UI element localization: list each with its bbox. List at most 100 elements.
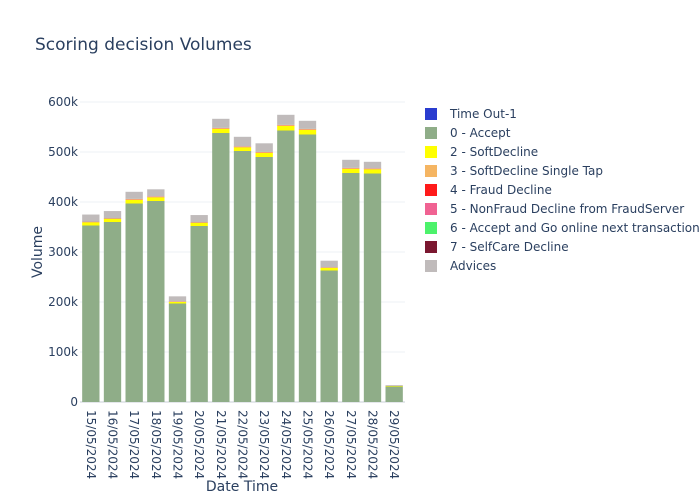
x-tick-label: 26/05/2024 bbox=[322, 410, 336, 479]
legend-label: 5 - NonFraud Decline from FraudServer bbox=[450, 202, 684, 216]
bar-segment[interactable] bbox=[168, 303, 187, 403]
bar-segment[interactable] bbox=[363, 173, 382, 403]
bar-segment[interactable] bbox=[342, 159, 360, 168]
legend-swatch bbox=[425, 203, 437, 215]
bar-segment[interactable] bbox=[212, 118, 230, 128]
bar-segment[interactable] bbox=[298, 134, 317, 403]
bar-segment[interactable] bbox=[363, 169, 382, 174]
bar-segment[interactable] bbox=[298, 130, 317, 135]
bar-segment[interactable] bbox=[103, 219, 122, 222]
legend-label: 6 - Accept and Go online next transactio… bbox=[450, 221, 700, 235]
bar-segment[interactable] bbox=[298, 120, 317, 129]
bar-segment[interactable] bbox=[233, 147, 252, 152]
bar-segment[interactable] bbox=[342, 169, 360, 173]
x-tick-label: 16/05/2024 bbox=[106, 410, 120, 479]
legend-item[interactable]: 0 - Accept bbox=[425, 126, 511, 140]
legend-label: 7 - SelfCare Decline bbox=[450, 240, 569, 254]
x-tick-label: 15/05/2024 bbox=[84, 410, 98, 479]
bar-segment[interactable] bbox=[168, 302, 187, 304]
y-tick-label: 300k bbox=[48, 245, 78, 259]
x-tick-label: 25/05/2024 bbox=[301, 410, 315, 479]
legend-swatch bbox=[425, 241, 437, 253]
x-tick-label: 27/05/2024 bbox=[344, 410, 358, 479]
bar-segment[interactable] bbox=[147, 197, 165, 202]
bar-segment[interactable] bbox=[125, 200, 143, 204]
legend-label: Advices bbox=[450, 259, 496, 273]
bar-segment[interactable] bbox=[255, 153, 273, 157]
bar-segment[interactable] bbox=[255, 152, 273, 153]
bar-segment[interactable] bbox=[385, 386, 403, 403]
bar-segment[interactable] bbox=[298, 129, 317, 130]
bar-stacks bbox=[82, 114, 403, 403]
y-tick-label: 600k bbox=[48, 95, 78, 109]
bar-segment[interactable] bbox=[233, 136, 252, 147]
bar-segment[interactable] bbox=[233, 146, 252, 148]
legend-swatch bbox=[425, 108, 437, 120]
legend-item[interactable]: Advices bbox=[425, 259, 496, 273]
bar-segment[interactable] bbox=[190, 222, 208, 224]
bar-segment[interactable] bbox=[125, 191, 143, 199]
bar-segment[interactable] bbox=[125, 203, 143, 403]
bar-segment[interactable] bbox=[212, 128, 230, 129]
bar-segment[interactable] bbox=[103, 222, 122, 402]
x-tick-label: 28/05/2024 bbox=[366, 410, 380, 479]
legend-label: Time Out-1 bbox=[449, 107, 517, 121]
bar-segment[interactable] bbox=[147, 201, 165, 402]
legend[interactable]: Time Out-1 0 - Accept 2 - SoftDecline 3 - S… bbox=[425, 107, 700, 273]
bar-segment[interactable] bbox=[320, 267, 338, 269]
x-tick-label: 24/05/2024 bbox=[279, 410, 293, 479]
bar-segment[interactable] bbox=[342, 173, 360, 402]
legend-swatch bbox=[425, 127, 437, 139]
bar-segment[interactable] bbox=[82, 225, 100, 403]
bar-segment[interactable] bbox=[320, 268, 338, 271]
bar-segment[interactable] bbox=[82, 222, 100, 226]
bar-segment[interactable] bbox=[125, 199, 143, 200]
bar-segment[interactable] bbox=[277, 130, 295, 403]
x-tick-label: 29/05/2024 bbox=[387, 410, 401, 479]
legend-swatch bbox=[425, 260, 437, 272]
bar-segment[interactable] bbox=[277, 126, 295, 131]
legend-swatch bbox=[425, 146, 437, 158]
bar-segment[interactable] bbox=[255, 157, 273, 402]
x-tick-label: 17/05/2024 bbox=[127, 410, 141, 479]
bar-segment[interactable] bbox=[147, 189, 165, 197]
y-tick-label: 500k bbox=[48, 145, 78, 159]
legend-item[interactable]: Time Out-1 bbox=[425, 107, 517, 121]
bar-segment[interactable] bbox=[342, 168, 360, 169]
bar-segment[interactable] bbox=[190, 215, 208, 223]
bar-segment[interactable] bbox=[212, 133, 230, 402]
bar-segment[interactable] bbox=[212, 129, 230, 133]
x-tick-label: 20/05/2024 bbox=[192, 410, 206, 479]
y-axis-ticks: 0 100k 200k 300k 400k 500k 600k bbox=[48, 95, 78, 409]
bar-segment[interactable] bbox=[168, 296, 187, 302]
bar-segment[interactable] bbox=[190, 223, 208, 226]
bar-segment[interactable] bbox=[320, 260, 338, 268]
y-tick-label: 400k bbox=[48, 195, 78, 209]
bar-segment[interactable] bbox=[255, 143, 273, 152]
bar-segment[interactable] bbox=[103, 218, 122, 220]
bar-segment[interactable] bbox=[277, 114, 295, 125]
bar-segment[interactable] bbox=[190, 226, 208, 402]
chart-title: Scoring decision Volumes bbox=[35, 35, 252, 55]
legend-item[interactable]: 2 - SoftDecline bbox=[425, 145, 538, 159]
bar-segment[interactable] bbox=[233, 151, 252, 402]
bar-segment[interactable] bbox=[103, 211, 122, 219]
legend-label: 3 - SoftDecline Single Tap bbox=[450, 164, 603, 178]
bar-segment[interactable] bbox=[82, 214, 100, 222]
legend-label: 4 - Fraud Decline bbox=[450, 183, 552, 197]
legend-item[interactable]: 4 - Fraud Decline bbox=[425, 183, 552, 197]
bar-segment[interactable] bbox=[385, 386, 403, 387]
bar-segment[interactable] bbox=[363, 168, 382, 170]
legend-item[interactable]: 7 - SelfCare Decline bbox=[425, 240, 569, 254]
bar-segment[interactable] bbox=[320, 270, 338, 403]
bar-segment[interactable] bbox=[277, 125, 295, 126]
legend-item[interactable]: 6 - Accept and Go online next transactio… bbox=[425, 221, 700, 235]
x-tick-label: 18/05/2024 bbox=[149, 410, 163, 479]
bar-segment[interactable] bbox=[147, 196, 165, 198]
bar-segment[interactable] bbox=[385, 385, 403, 386]
bar-segment[interactable] bbox=[82, 222, 100, 223]
bar-segment[interactable] bbox=[363, 161, 382, 169]
legend-item[interactable]: 5 - NonFraud Decline from FraudServer bbox=[425, 202, 684, 216]
legend-item[interactable]: 3 - SoftDecline Single Tap bbox=[425, 164, 603, 178]
